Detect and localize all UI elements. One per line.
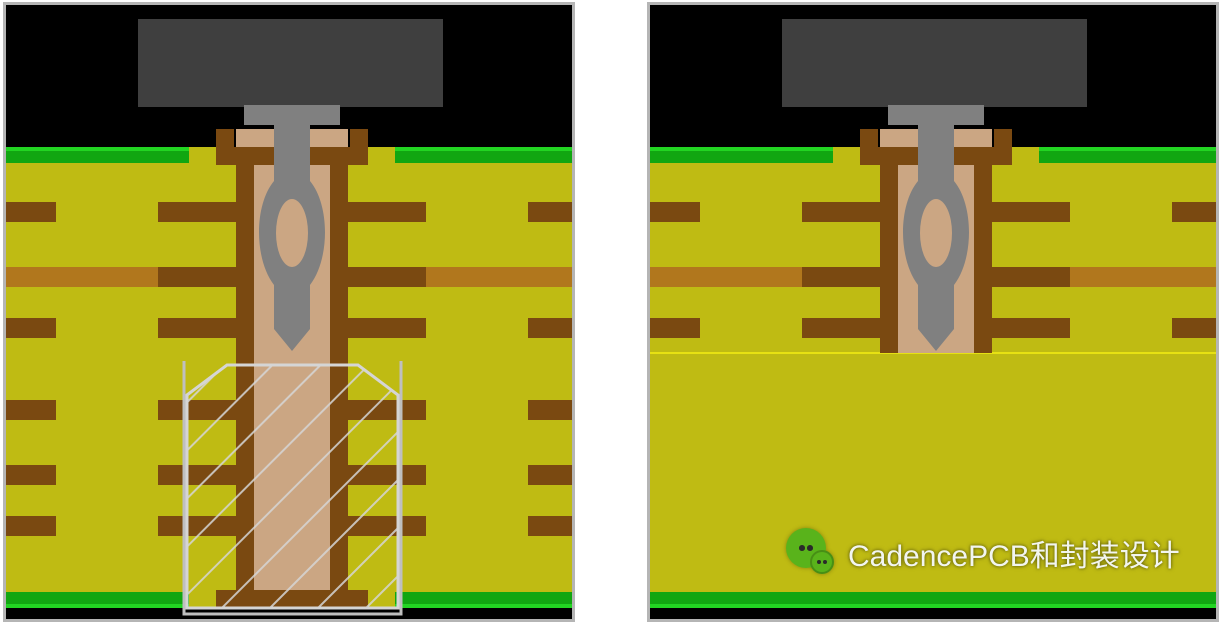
component-pin-shoulder xyxy=(244,105,340,125)
wechat-dots xyxy=(799,545,812,551)
inner-trace-right xyxy=(992,202,1070,222)
soldermask-top-hl xyxy=(6,147,189,151)
wechat-dots xyxy=(817,560,827,564)
pin-eye xyxy=(276,199,308,267)
soldermask-bottom-hl xyxy=(6,604,189,608)
edge-trace-right xyxy=(528,202,575,222)
edge-trace-right xyxy=(528,318,575,338)
via-wall xyxy=(880,147,898,353)
backdrill-region-hatched xyxy=(187,365,398,608)
edge-trace-left xyxy=(6,465,56,485)
soldermask-top-hl xyxy=(650,147,833,151)
via-wall-top-right xyxy=(994,129,1012,147)
wechat-bubble-small xyxy=(810,550,834,574)
inner-trace-left xyxy=(802,318,880,338)
edge-trace-right xyxy=(1172,202,1219,222)
dot-icon xyxy=(823,560,827,564)
edge-trace-left xyxy=(650,318,700,338)
soldermask-top-hl xyxy=(1039,147,1219,151)
edge-trace-right xyxy=(528,516,575,536)
via-wall-top-left xyxy=(860,129,878,147)
inner-trace-right xyxy=(992,267,1070,287)
inner-trace-left xyxy=(802,267,880,287)
inner-trace-right xyxy=(348,202,426,222)
soldermask-bottom-hl xyxy=(395,604,575,608)
soldermask-top-hl xyxy=(395,147,575,151)
dot-icon xyxy=(807,545,813,551)
dot-icon xyxy=(799,545,805,551)
via-wall xyxy=(974,147,992,353)
dot-icon xyxy=(817,560,821,564)
wechat-icon xyxy=(786,528,836,578)
via-wall-top-left xyxy=(216,129,234,147)
edge-trace-left xyxy=(650,202,700,222)
edge-trace-right xyxy=(1172,318,1219,338)
watermark-text: CadencePCB和封装设计 xyxy=(848,531,1180,575)
watermark: CadencePCB和封装设计 xyxy=(786,528,1180,578)
edge-trace-left xyxy=(6,516,56,536)
signal-trace-left xyxy=(6,267,158,287)
component-pin-shoulder xyxy=(888,105,984,125)
inner-trace-left xyxy=(802,202,880,222)
panel-left-full-via xyxy=(3,2,575,622)
inner-trace-left xyxy=(158,202,236,222)
soldermask-bottom-hl xyxy=(650,604,1219,608)
edge-trace-right xyxy=(528,465,575,485)
inner-trace-left xyxy=(158,267,236,287)
edge-trace-left xyxy=(6,318,56,338)
inner-trace-right xyxy=(348,267,426,287)
inner-trace-left xyxy=(158,318,236,338)
via-wall-top-right xyxy=(350,129,368,147)
edge-trace-right xyxy=(528,400,575,420)
component-body xyxy=(782,19,1087,107)
signal-trace-right xyxy=(426,267,575,287)
signal-trace-left xyxy=(650,267,802,287)
signal-trace-right xyxy=(1070,267,1219,287)
inner-trace-right xyxy=(348,318,426,338)
inner-trace-right xyxy=(992,318,1070,338)
component-body xyxy=(138,19,443,107)
edge-trace-left xyxy=(6,400,56,420)
pin-eye xyxy=(920,199,952,267)
edge-trace-left xyxy=(6,202,56,222)
